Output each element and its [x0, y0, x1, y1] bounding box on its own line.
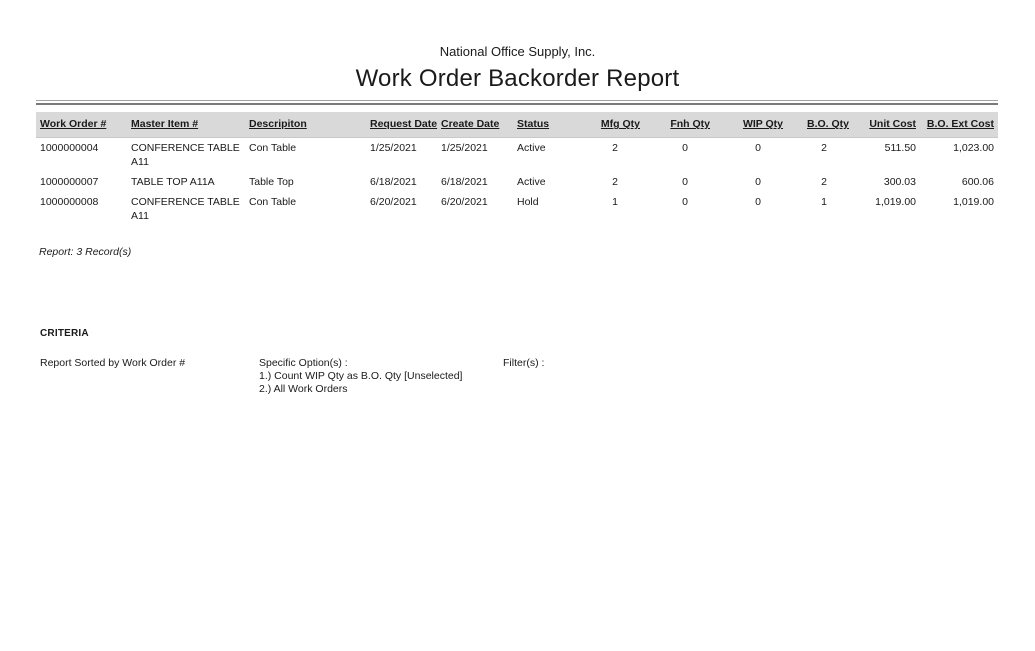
cell-bo-qty: 2	[821, 175, 827, 188]
table-row: 1000000008 CONFERENCE TABLE A11 Con Table 6…	[36, 192, 998, 226]
criteria-heading: CRITERIA	[40, 328, 89, 339]
cell-work-order: 1000000007	[40, 175, 99, 188]
cell-request-date: 1/25/2021	[370, 141, 417, 154]
cell-bo-ext-cost: 1,019.00	[953, 195, 994, 208]
cell-master-item: CONFERENCE TABLE A11	[131, 141, 240, 168]
column-header-unit-cost: Unit Cost	[869, 118, 916, 131]
company-name: National Office Supply, Inc.	[439, 44, 596, 59]
column-header-bo-qty: B.O. Qty	[806, 118, 849, 131]
column-header-master-item: Master Item #	[131, 118, 199, 131]
criteria-specific-options: Specific Option(s) : 1.) Count WIP Qty a…	[259, 357, 462, 396]
cell-mfg-qty: 2	[612, 141, 618, 154]
cell-work-order: 1000000008	[40, 195, 99, 208]
column-header-description: Descripiton	[249, 118, 307, 131]
criteria-specific-options-label: Specific Option(s) :	[259, 357, 348, 369]
cell-master-item: CONFERENCE TABLE A11	[131, 195, 240, 222]
cell-unit-cost: 511.50	[884, 141, 916, 154]
column-header-request-date: Request Date	[370, 118, 438, 131]
cell-request-date: 6/18/2021	[370, 175, 417, 188]
cell-work-order: 1000000004	[40, 141, 99, 154]
cell-request-date: 6/20/2021	[370, 195, 417, 208]
report-title: Work Order Backorder Report	[355, 65, 680, 92]
criteria-sorted-by: Report Sorted by Work Order #	[40, 357, 186, 369]
cell-status: Active	[517, 141, 546, 154]
cell-bo-qty: 1	[821, 195, 827, 208]
column-header-bo-ext-cost: B.O. Ext Cost	[926, 118, 994, 131]
cell-unit-cost: 300.03	[883, 175, 916, 188]
criteria-filters-label: Filter(s) :	[503, 357, 545, 369]
column-header-wip-qty: WIP Qty	[742, 118, 783, 131]
column-header-status: Status	[517, 118, 550, 131]
table-row: 1000000004 CONFERENCE TABLE A11 Con Table 1…	[36, 137, 998, 172]
cell-master-item: TABLE TOP A11A	[131, 175, 215, 188]
table-row: 1000000007 TABLE TOP A11A Table Top 6/18/20…	[36, 172, 998, 192]
cell-description: Con Table	[249, 195, 297, 208]
cell-bo-ext-cost: 600.06	[961, 175, 994, 188]
cell-status: Active	[517, 175, 546, 188]
cell-create-date: 1/25/2021	[441, 141, 488, 154]
cell-create-date: 6/18/2021	[441, 175, 488, 188]
cell-fnh-qty: 0	[682, 175, 688, 188]
criteria-option: 2.) All Work Orders	[259, 383, 348, 395]
cell-wip-qty: 0	[755, 175, 761, 188]
cell-fnh-qty: 0	[682, 141, 688, 154]
cell-wip-qty: 0	[755, 141, 761, 154]
cell-fnh-qty: 0	[682, 195, 688, 208]
cell-description: Con Table	[249, 141, 297, 154]
table-header-row: Work Order # Master Item # Descripiton Requ…	[36, 112, 998, 137]
cell-mfg-qty: 2	[612, 175, 618, 188]
cell-bo-ext-cost: 1,023.00	[953, 141, 994, 154]
cell-status: Hold	[517, 195, 539, 208]
backorder-table: Work Order # Master Item # Descripiton Requ…	[36, 112, 998, 226]
cell-description: Table Top	[249, 175, 294, 188]
cell-unit-cost: 1,019.00	[875, 195, 916, 208]
header-rule-light	[36, 100, 998, 101]
cell-wip-qty: 0	[755, 195, 761, 208]
cell-create-date: 6/20/2021	[441, 195, 488, 208]
record-count: Report: 3 Record(s)	[39, 246, 132, 258]
header-rule-dark	[36, 103, 998, 105]
column-header-mfg-qty: Mfg Qty	[600, 118, 640, 131]
column-header-work-order: Work Order #	[40, 118, 107, 131]
criteria-option: 1.) Count WIP Qty as B.O. Qty [Unselecte…	[259, 370, 463, 382]
cell-bo-qty: 2	[821, 141, 827, 154]
cell-mfg-qty: 1	[612, 195, 618, 208]
column-header-create-date: Create Date	[441, 118, 500, 131]
column-header-fnh-qty: Fnh Qty	[670, 118, 710, 131]
